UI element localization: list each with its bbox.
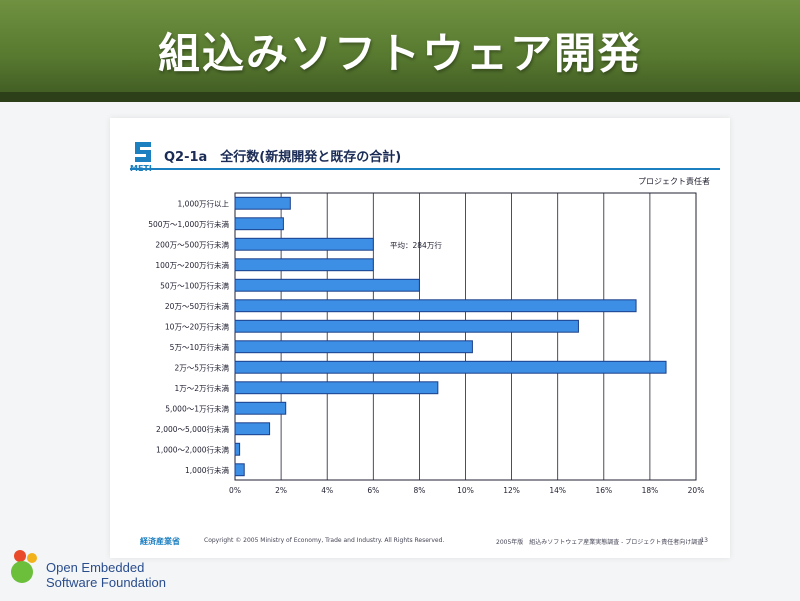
title-banner: 組込みソフトウェア開発 [0, 0, 800, 102]
page-title: 組込みソフトウェア開発 [157, 29, 642, 78]
slide: METI Q2-1a 全行数(新規開発と既存の合計) プロジェクト責任者 1,0… [110, 118, 730, 558]
category-label: 50万～100万行未満 [160, 280, 229, 290]
bar [234, 340, 473, 354]
bar [234, 196, 291, 210]
x-tick-label: 18% [642, 486, 659, 495]
x-tick-label: 2% [275, 486, 287, 495]
x-tick-label: 10% [457, 486, 474, 495]
respondent-label: プロジェクト責任者 [638, 177, 710, 186]
question-title: Q2-1a 全行数(新規開発と既存の合計) [164, 150, 402, 165]
category-label: 2万～5万行未満 [174, 362, 229, 372]
bar [234, 319, 579, 333]
bar [234, 258, 374, 272]
bar [234, 381, 439, 395]
ministry-footer-logo: 経済産業省 [140, 537, 180, 546]
x-tick-label: 12% [503, 486, 520, 495]
category-label: 5,000～1万行未満 [165, 403, 229, 413]
category-label: 1,000～2,000行未満 [156, 444, 229, 454]
x-tick-label: 8% [413, 486, 425, 495]
source-text: 2005年版 組込みソフトウェア産業実態調査 - プロジェクト責任者向け調査 [496, 539, 704, 546]
category-label: 500万～1,000万行未満 [148, 219, 229, 229]
category-label: 2,000～5,000行未満 [156, 424, 229, 434]
x-tick-label: 6% [367, 486, 379, 495]
x-tick-label: 0% [229, 486, 241, 495]
category-label: 100万～200万行未満 [155, 260, 229, 270]
category-label: 10万～20万行未満 [165, 321, 230, 331]
x-tick-label: 4% [321, 486, 333, 495]
category-label: 1万～2万行未満 [174, 383, 229, 393]
bar [234, 360, 667, 374]
average-annotation: 平均：284万行 [390, 240, 442, 250]
oesf-line-2: Software Foundation [46, 575, 166, 590]
bar [234, 401, 287, 415]
copyright-text: Copyright © 2005 Ministry of Economy, Tr… [204, 537, 445, 544]
bar [234, 463, 245, 477]
title-rule [130, 168, 720, 170]
oesf-line-1: Open Embedded [46, 560, 145, 575]
x-tick-label: 20% [688, 486, 705, 495]
page-number: 13 [700, 537, 708, 544]
bar [234, 278, 420, 292]
bar [234, 217, 284, 231]
bar [234, 299, 637, 313]
category-label: 20万～50万行未満 [165, 301, 230, 311]
category-label: 1,000万行以上 [178, 198, 230, 208]
oesf-wordmark: Open Embedded Software Foundation [46, 560, 166, 590]
bar [234, 237, 374, 251]
category-label: 5万～10万行未満 [170, 342, 230, 352]
x-tick-label: 16% [595, 486, 612, 495]
category-label: 200万～500万行未満 [155, 239, 229, 249]
category-label: 1,000行未満 [185, 465, 229, 475]
oesf-logo-icon [11, 550, 37, 583]
meti-logo-icon [135, 142, 151, 162]
x-tick-label: 14% [549, 486, 566, 495]
bar-chart: 1,000万行以上 500万～1,000万行未満 200万～500万行未満 100万～… [148, 192, 705, 495]
banner-stripe [0, 92, 800, 102]
bar [234, 442, 241, 456]
bar [234, 422, 271, 436]
